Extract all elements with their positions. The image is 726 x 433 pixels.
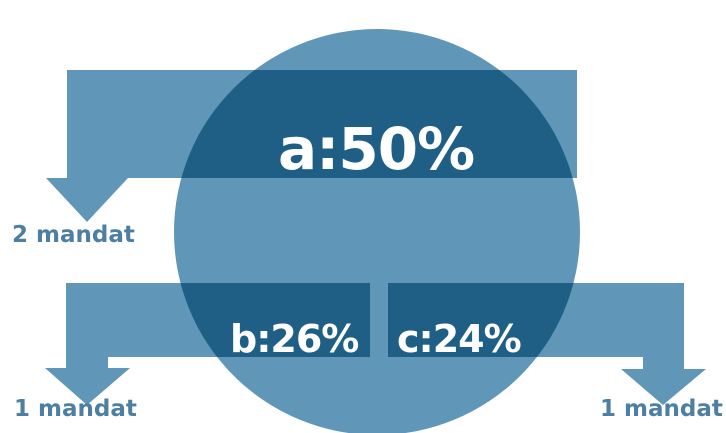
mandate-label-b: 1 mandat — [14, 396, 137, 422]
share-label-c: c:24% — [397, 317, 522, 361]
share-label-b: b:26% — [230, 317, 359, 361]
mandate-label-a: 2 mandat — [12, 222, 135, 248]
share-label-a: a:50% — [278, 115, 475, 183]
arrow-a-head — [46, 178, 128, 222]
overlap-a — [174, 70, 577, 178]
mandate-label-c: 1 mandat — [600, 396, 723, 422]
